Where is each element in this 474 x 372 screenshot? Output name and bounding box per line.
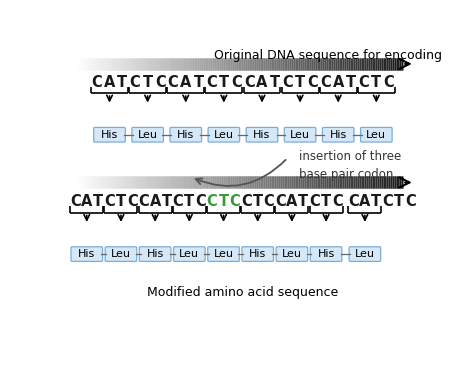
Text: C: C bbox=[308, 75, 318, 90]
Text: His: His bbox=[78, 249, 95, 259]
Text: C: C bbox=[320, 75, 331, 90]
FancyBboxPatch shape bbox=[105, 247, 137, 262]
Text: His: His bbox=[177, 130, 194, 140]
FancyBboxPatch shape bbox=[242, 247, 273, 262]
FancyBboxPatch shape bbox=[139, 247, 171, 262]
Text: C: C bbox=[383, 75, 394, 90]
Text: Leu: Leu bbox=[366, 130, 386, 140]
Text: A: A bbox=[286, 194, 298, 209]
Text: A: A bbox=[359, 194, 371, 209]
Text: A: A bbox=[81, 194, 92, 209]
Text: Leu: Leu bbox=[137, 130, 158, 140]
Text: C: C bbox=[358, 75, 369, 90]
FancyBboxPatch shape bbox=[208, 128, 240, 142]
FancyBboxPatch shape bbox=[284, 128, 316, 142]
Text: insertion of three
base pair codon: insertion of three base pair codon bbox=[299, 150, 401, 181]
Text: His: His bbox=[318, 249, 335, 259]
Text: C: C bbox=[282, 75, 293, 90]
Text: T: T bbox=[371, 194, 382, 209]
FancyBboxPatch shape bbox=[208, 247, 239, 262]
Text: C: C bbox=[91, 75, 102, 90]
Text: C: C bbox=[310, 194, 320, 209]
Text: C: C bbox=[195, 194, 206, 209]
Text: T: T bbox=[116, 194, 126, 209]
FancyBboxPatch shape bbox=[132, 128, 164, 142]
Text: A: A bbox=[180, 75, 191, 90]
Text: T: T bbox=[219, 194, 228, 209]
Text: Leu: Leu bbox=[282, 249, 302, 259]
Text: C: C bbox=[332, 194, 343, 209]
Text: T: T bbox=[321, 194, 331, 209]
Text: Leu: Leu bbox=[111, 249, 131, 259]
Text: C: C bbox=[104, 194, 115, 209]
Text: C: C bbox=[127, 194, 138, 209]
Text: C: C bbox=[207, 194, 218, 209]
Text: His: His bbox=[101, 130, 118, 140]
Text: His: His bbox=[329, 130, 347, 140]
FancyBboxPatch shape bbox=[173, 247, 205, 262]
Text: A: A bbox=[333, 75, 344, 90]
Text: Leu: Leu bbox=[213, 249, 234, 259]
FancyBboxPatch shape bbox=[71, 247, 102, 262]
Text: C: C bbox=[264, 194, 274, 209]
Text: C: C bbox=[229, 194, 240, 209]
Text: A: A bbox=[104, 75, 115, 90]
FancyBboxPatch shape bbox=[322, 128, 354, 142]
FancyBboxPatch shape bbox=[170, 128, 201, 142]
Text: T: T bbox=[143, 75, 153, 90]
Text: Leu: Leu bbox=[214, 130, 234, 140]
Text: T: T bbox=[346, 75, 356, 90]
Text: C: C bbox=[129, 75, 140, 90]
Text: C: C bbox=[275, 194, 286, 209]
FancyBboxPatch shape bbox=[349, 247, 381, 262]
Text: T: T bbox=[219, 75, 229, 90]
Text: C: C bbox=[206, 75, 217, 90]
Text: C: C bbox=[348, 194, 359, 209]
Text: Leu: Leu bbox=[355, 249, 375, 259]
Text: Leu: Leu bbox=[290, 130, 310, 140]
Text: Original DNA sequence for encoding: Original DNA sequence for encoding bbox=[214, 49, 442, 62]
Text: C: C bbox=[244, 75, 255, 90]
Text: T: T bbox=[394, 194, 404, 209]
FancyBboxPatch shape bbox=[94, 128, 125, 142]
Text: C: C bbox=[173, 194, 183, 209]
Text: T: T bbox=[193, 75, 203, 90]
Text: His: His bbox=[249, 249, 266, 259]
Text: His: His bbox=[254, 130, 271, 140]
Text: T: T bbox=[270, 75, 280, 90]
Text: His: His bbox=[146, 249, 164, 259]
Text: Modified amino acid sequence: Modified amino acid sequence bbox=[147, 286, 338, 299]
Text: C: C bbox=[168, 75, 178, 90]
Text: T: T bbox=[117, 75, 128, 90]
FancyBboxPatch shape bbox=[276, 247, 308, 262]
Text: C: C bbox=[383, 194, 393, 209]
FancyBboxPatch shape bbox=[246, 128, 278, 142]
Text: T: T bbox=[93, 194, 103, 209]
Text: T: T bbox=[295, 75, 305, 90]
Text: C: C bbox=[241, 194, 252, 209]
Text: T: T bbox=[371, 75, 382, 90]
Text: A: A bbox=[256, 75, 268, 90]
FancyBboxPatch shape bbox=[361, 128, 392, 142]
Text: C: C bbox=[231, 75, 242, 90]
FancyBboxPatch shape bbox=[310, 247, 342, 262]
Text: T: T bbox=[253, 194, 263, 209]
Text: T: T bbox=[298, 194, 309, 209]
Text: Leu: Leu bbox=[179, 249, 200, 259]
Text: A: A bbox=[149, 194, 161, 209]
Text: C: C bbox=[138, 194, 149, 209]
Text: C: C bbox=[155, 75, 166, 90]
Text: C: C bbox=[70, 194, 81, 209]
Text: C: C bbox=[405, 194, 416, 209]
Text: T: T bbox=[184, 194, 194, 209]
Text: T: T bbox=[162, 194, 172, 209]
